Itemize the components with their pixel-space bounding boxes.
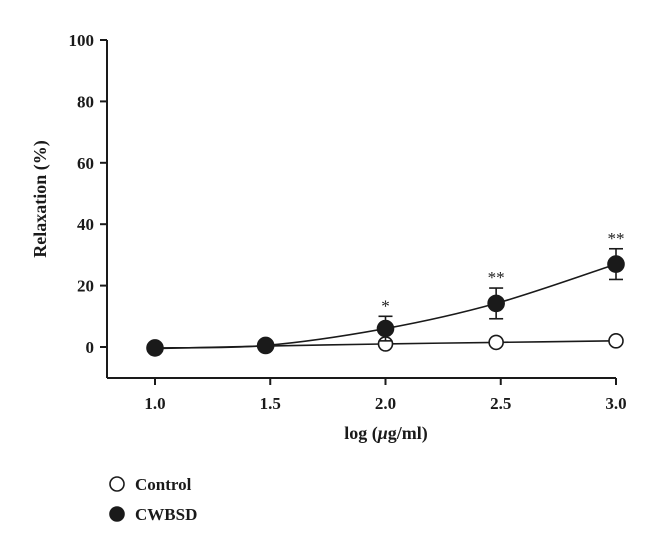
y-tick-label: 100 — [69, 31, 95, 50]
x-tick-label: 3.0 — [605, 394, 626, 413]
axes — [106, 40, 616, 379]
x-tick-label: 1.0 — [144, 394, 165, 413]
significance-label: ** — [608, 229, 625, 248]
y-tick-label: 40 — [77, 215, 94, 234]
series-cwbsd: ***** — [146, 229, 625, 357]
legend: Control CWBSD — [109, 475, 197, 524]
x-tick-label: 1.5 — [260, 394, 281, 413]
y-tick-label: 80 — [77, 92, 94, 111]
data-point — [256, 336, 275, 355]
y-tick-label: 60 — [77, 154, 94, 173]
y-tick-label: 20 — [77, 277, 94, 296]
x-axis-label-prefix: log ( — [344, 423, 378, 444]
data-point — [146, 339, 164, 357]
x-axis-label-mu: μ — [377, 423, 388, 443]
data-point — [376, 319, 395, 338]
data-point — [487, 294, 505, 313]
data-point — [488, 334, 504, 351]
x-axis-label-suffix: g/ml) — [388, 423, 428, 444]
x-ticks: 1.0 1.5 2.0 2.5 3.0 — [144, 378, 627, 413]
y-tick-label: 0 — [86, 338, 95, 357]
legend-label-control: Control — [135, 475, 192, 494]
data-point — [607, 255, 625, 273]
x-tick-label: 2.5 — [490, 394, 511, 413]
y-axis-label: Relaxation (%) — [30, 140, 51, 257]
y-ticks: 0 20 40 60 80 100 — [69, 31, 107, 357]
legend-marker-cwbsd — [109, 506, 125, 522]
data-point — [608, 333, 624, 349]
x-axis-label: log (μg/ml) — [344, 423, 428, 444]
significance-label: ** — [488, 268, 505, 287]
legend-label-cwbsd: CWBSD — [135, 505, 197, 524]
series-layer: ***** — [146, 229, 625, 357]
x-tick-label: 2.0 — [375, 394, 396, 413]
legend-marker-control — [109, 476, 125, 492]
significance-label: * — [381, 296, 390, 315]
